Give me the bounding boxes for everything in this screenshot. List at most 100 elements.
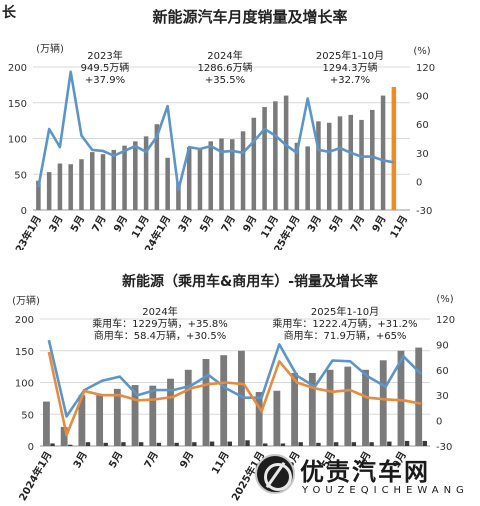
bar [280,443,286,446]
bar [262,107,267,210]
x-tick-label: 7月 [142,450,161,471]
bar [387,441,392,446]
bar [209,441,215,446]
bar [131,385,139,446]
x-tick-label: 9月 [370,214,389,235]
bar [85,442,91,446]
bar [197,149,203,210]
x-tick-label: 5月 [197,214,216,235]
annotation-line: 1294.3万辆 [323,61,378,74]
x-tick-label: 5月 [327,214,346,235]
bar [79,159,84,210]
bar [96,395,104,446]
bar [60,426,68,446]
bar [156,442,162,446]
annotation-line: +32.7% [330,75,370,86]
y2-tick-label: 120 [416,63,435,74]
annotation-line: 2025年1-10月 [311,305,379,318]
bar [291,372,299,446]
bar [154,124,160,210]
y-tick-label: 0 [21,206,27,217]
bar [149,385,157,446]
x-tick-label: 3月 [71,450,90,471]
annotation-line: +37.9% [85,75,125,86]
y2-tick-label: 0 [416,177,422,188]
site-logo: 优责汽车网 YOUZEQICHEWANG [255,452,475,502]
bar [43,401,50,446]
y2-tick-label: 30 [436,391,449,402]
bar [46,172,52,210]
bar [397,350,405,446]
y2-tick-labels: -30 0 30 60 90 120 [416,63,435,217]
chart-title: 新能源汽车月度销量及增长率 [152,8,347,26]
bar [192,442,197,446]
x-tick-label: 11月 [209,450,231,477]
y2-axis-unit: (%) [413,46,430,57]
x-tick-label: 9月 [111,214,130,235]
logo-badge-icon [255,454,295,494]
bar [273,390,281,446]
bar [404,440,410,446]
y-tick-label: 50 [21,410,34,421]
x-tick-label: 5月 [106,450,125,471]
x-tick-label: 11月 [388,214,410,241]
x-tick-label: 9月 [241,214,260,235]
bar [50,443,55,446]
bar [298,442,303,446]
bar [220,355,228,446]
annotation-line: 1286.6万辆 [198,61,253,74]
bar [227,441,232,446]
bar [422,440,427,446]
bar [305,146,310,210]
y-tick-label: 150 [8,99,27,110]
bar [333,442,339,446]
annotation-line: +35.5% [205,75,245,86]
page-edge-label: 长 [2,5,16,21]
bar [100,154,106,210]
x-tick-label: 7月 [219,214,238,235]
bar [348,114,354,210]
x-tick-label: 11月 [129,214,151,241]
y2-axis-unit: (%) [436,294,453,305]
y2-tick-label: 120 [436,315,455,326]
y-tick-label: 100 [8,135,27,146]
bar [36,180,41,210]
bar [391,87,397,210]
bar [316,442,321,446]
bar [238,350,245,446]
y-tick-label: 150 [15,347,34,358]
y-axis-unit: (万辆) [12,294,40,307]
growth-line-series [47,351,422,437]
growth-lines [47,339,423,437]
bars [36,87,397,210]
bar [240,131,246,210]
bar [133,141,138,210]
bar [230,139,235,210]
x-tick-label: 2023年1月 [5,213,44,250]
x-tick-label: 3月 [305,214,324,235]
monthly-sales-chart: 新能源汽车月度销量及增长率 (万辆) (%) 0 50 100 150 200 -30 0… [5,8,435,250]
annotation-line: 2024年 [142,305,177,318]
y-tick-label: 0 [28,442,34,453]
bar [68,444,73,446]
bar [219,138,224,210]
y2-tick-label: 90 [416,92,429,103]
bar [103,442,108,446]
passenger-commercial-chart: 新能源（乘用车&商用车）-销量及增长率 (万辆) (%) 0 50 100 150 20… [12,273,455,503]
bar [208,141,213,210]
bar [370,109,375,210]
bar [294,142,300,210]
growth-line [37,70,395,192]
bar [337,116,343,210]
bar [167,378,174,446]
bar [344,366,352,446]
annotation-line: 乘用车：1229万辆，+35.8% [92,317,228,330]
bar [176,182,181,210]
bar [255,392,263,446]
bar [174,442,179,446]
y2-tick-labels: -30 0 30 60 90 120 [436,315,455,453]
bars [43,347,427,446]
bar [113,388,121,446]
bar [78,395,86,446]
